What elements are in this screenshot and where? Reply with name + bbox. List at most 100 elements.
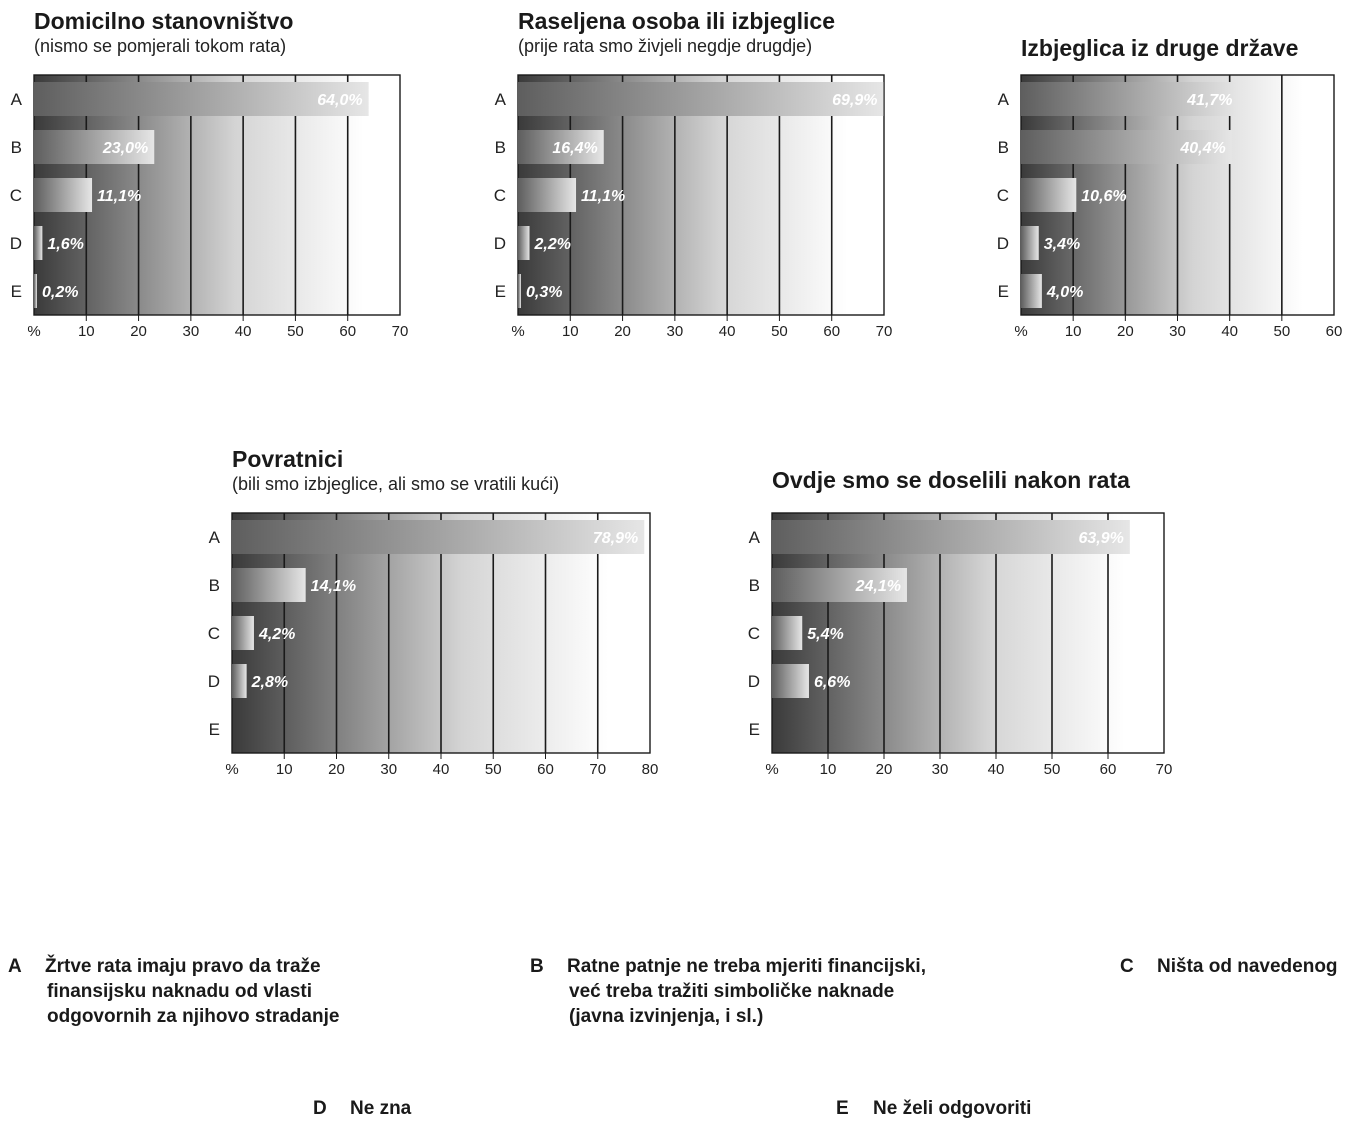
legend-item-b: B Ratne patnje ne treba mjeriti financij… <box>530 954 990 1034</box>
chart-plot: A 63,9% B 24,1% C 5,4% D 6,6% E% 10 20 30 40 50 60 70 <box>748 512 1172 778</box>
legend-text-line: Ništa od navedenog <box>1157 956 1338 977</box>
bar <box>1021 178 1077 212</box>
bar <box>1021 226 1039 260</box>
data-label: 24,1% <box>855 578 901 595</box>
bar <box>232 616 254 650</box>
bar <box>34 226 43 260</box>
legend-item-e: E Ne želi odgovoriti <box>836 1096 1096 1121</box>
bar <box>518 274 521 308</box>
tick-label: 40 <box>235 323 252 340</box>
bar <box>34 274 37 308</box>
tick-label: 20 <box>328 761 345 778</box>
data-label: 2,2% <box>534 236 571 253</box>
legend-letter: A <box>8 956 22 977</box>
bar <box>232 520 645 554</box>
data-label: 6,6% <box>814 674 850 691</box>
tick-label: 10 <box>562 323 579 340</box>
legend-letter: E <box>836 1098 849 1119</box>
chart-title: Raseljena osoba ili izbjeglice <box>518 8 836 34</box>
chart-subtitle: (prije rata smo živjeli negdje drugdje) <box>518 36 813 56</box>
bar <box>772 568 907 602</box>
tick-label: % <box>511 323 524 340</box>
category-label: D <box>748 672 760 691</box>
tick-label: % <box>27 323 40 340</box>
tick-label: 50 <box>485 761 502 778</box>
legend-text-line: Ratne patnje ne treba mjeriti financijsk… <box>567 956 926 977</box>
bar <box>1021 130 1232 164</box>
bar <box>518 130 604 164</box>
tick-label: 30 <box>380 761 397 778</box>
data-label: 1,6% <box>47 236 83 253</box>
tick-label: 10 <box>1065 323 1082 340</box>
bar <box>518 226 530 260</box>
tick-label: 30 <box>183 323 200 340</box>
data-label: 11,1% <box>97 188 141 205</box>
bar <box>232 568 306 602</box>
category-label: E <box>11 282 22 301</box>
bar <box>1021 82 1239 116</box>
chart-plot: A 41,7% B 40,4% C 10,6% D 3,4% E 4,0%% 10 20 30 40 50 6… <box>997 74 1342 340</box>
category-label: A <box>11 90 23 109</box>
tick-label: 60 <box>537 761 554 778</box>
tick-label: 30 <box>932 761 949 778</box>
data-label: 14,1% <box>311 578 356 595</box>
data-label: 4,0% <box>1046 284 1083 301</box>
category-label: A <box>495 90 507 109</box>
data-label: 69,9% <box>832 92 877 109</box>
category-label: E <box>495 282 506 301</box>
legend-text-line: Žrtve rata imaju pravo da traže <box>45 956 321 977</box>
data-label: 3,4% <box>1044 236 1080 253</box>
tick-label: 20 <box>1117 323 1134 340</box>
category-label: B <box>11 138 22 157</box>
tick-label: 70 <box>1156 761 1173 778</box>
bar <box>34 178 93 212</box>
chart-title: Izbjeglica iz druge države <box>1021 35 1299 61</box>
tick-label: 20 <box>876 761 893 778</box>
tick-label: 60 <box>823 323 840 340</box>
category-label: B <box>998 138 1009 157</box>
chart-povratnici: Povratnici (bili smo izbjeglice, ali smo… <box>208 446 662 786</box>
bar <box>772 616 803 650</box>
tick-label: % <box>765 761 778 778</box>
tick-label: 70 <box>589 761 606 778</box>
tick-label: 50 <box>287 323 304 340</box>
chart-plot: A 64,0% B 23,0% C 11,1% D 1,6% E 0,2%% 10 20 30 40 50 6… <box>10 74 408 340</box>
tick-label: 10 <box>78 323 95 340</box>
tick-label: 10 <box>820 761 837 778</box>
tick-label: 50 <box>1044 761 1061 778</box>
tick-label: 40 <box>719 323 736 340</box>
tick-label: 80 <box>642 761 659 778</box>
chart-izbjeglica: Izbjeglica iz druge države A 41,7% B 40,4% C… <box>997 35 1343 345</box>
chart-subtitle: (nismo se pomjerali tokom rata) <box>34 36 287 56</box>
data-label: 40,4% <box>1179 140 1225 157</box>
tick-label: 40 <box>1221 323 1238 340</box>
tick-label: 10 <box>276 761 293 778</box>
data-label: 0,2% <box>42 284 78 301</box>
chart-title: Domicilno stanovništvo <box>34 8 294 34</box>
legend-item-d: D Ne zna <box>313 1096 513 1121</box>
category-label: D <box>494 234 506 253</box>
tick-label: 30 <box>1169 323 1186 340</box>
data-label: 41,7% <box>1186 92 1232 109</box>
category-label: C <box>10 186 22 205</box>
category-label: A <box>998 90 1010 109</box>
tick-label: 50 <box>1273 323 1290 340</box>
tick-label: 60 <box>1100 761 1117 778</box>
data-label: 0,3% <box>526 284 562 301</box>
legend-letter: C <box>1120 956 1134 977</box>
tick-label: % <box>225 761 238 778</box>
category-label: B <box>209 576 220 595</box>
chart-plot: A 69,9% B 16,4% C 11,1% D 2,2% E 0,3%% 10 20 30 40 50 6… <box>494 74 892 340</box>
category-label: C <box>208 624 220 643</box>
bar <box>34 130 155 164</box>
bar <box>772 520 1130 554</box>
chart-raseljena: Raseljena osoba ili izbjeglice (prije ra… <box>494 8 898 348</box>
chart-title: Ovdje smo se doselili nakon rata <box>772 467 1130 493</box>
tick-label: 30 <box>667 323 684 340</box>
tick-label: 60 <box>1326 323 1343 340</box>
data-label: 2,8% <box>251 674 288 691</box>
category-label: C <box>748 624 760 643</box>
category-label: C <box>997 186 1009 205</box>
chart-plot: A 78,9% B 14,1% C 4,2% D 2,8% E% 10 20 30 40 50 60 70 80 <box>208 512 658 778</box>
category-label: A <box>209 528 221 547</box>
